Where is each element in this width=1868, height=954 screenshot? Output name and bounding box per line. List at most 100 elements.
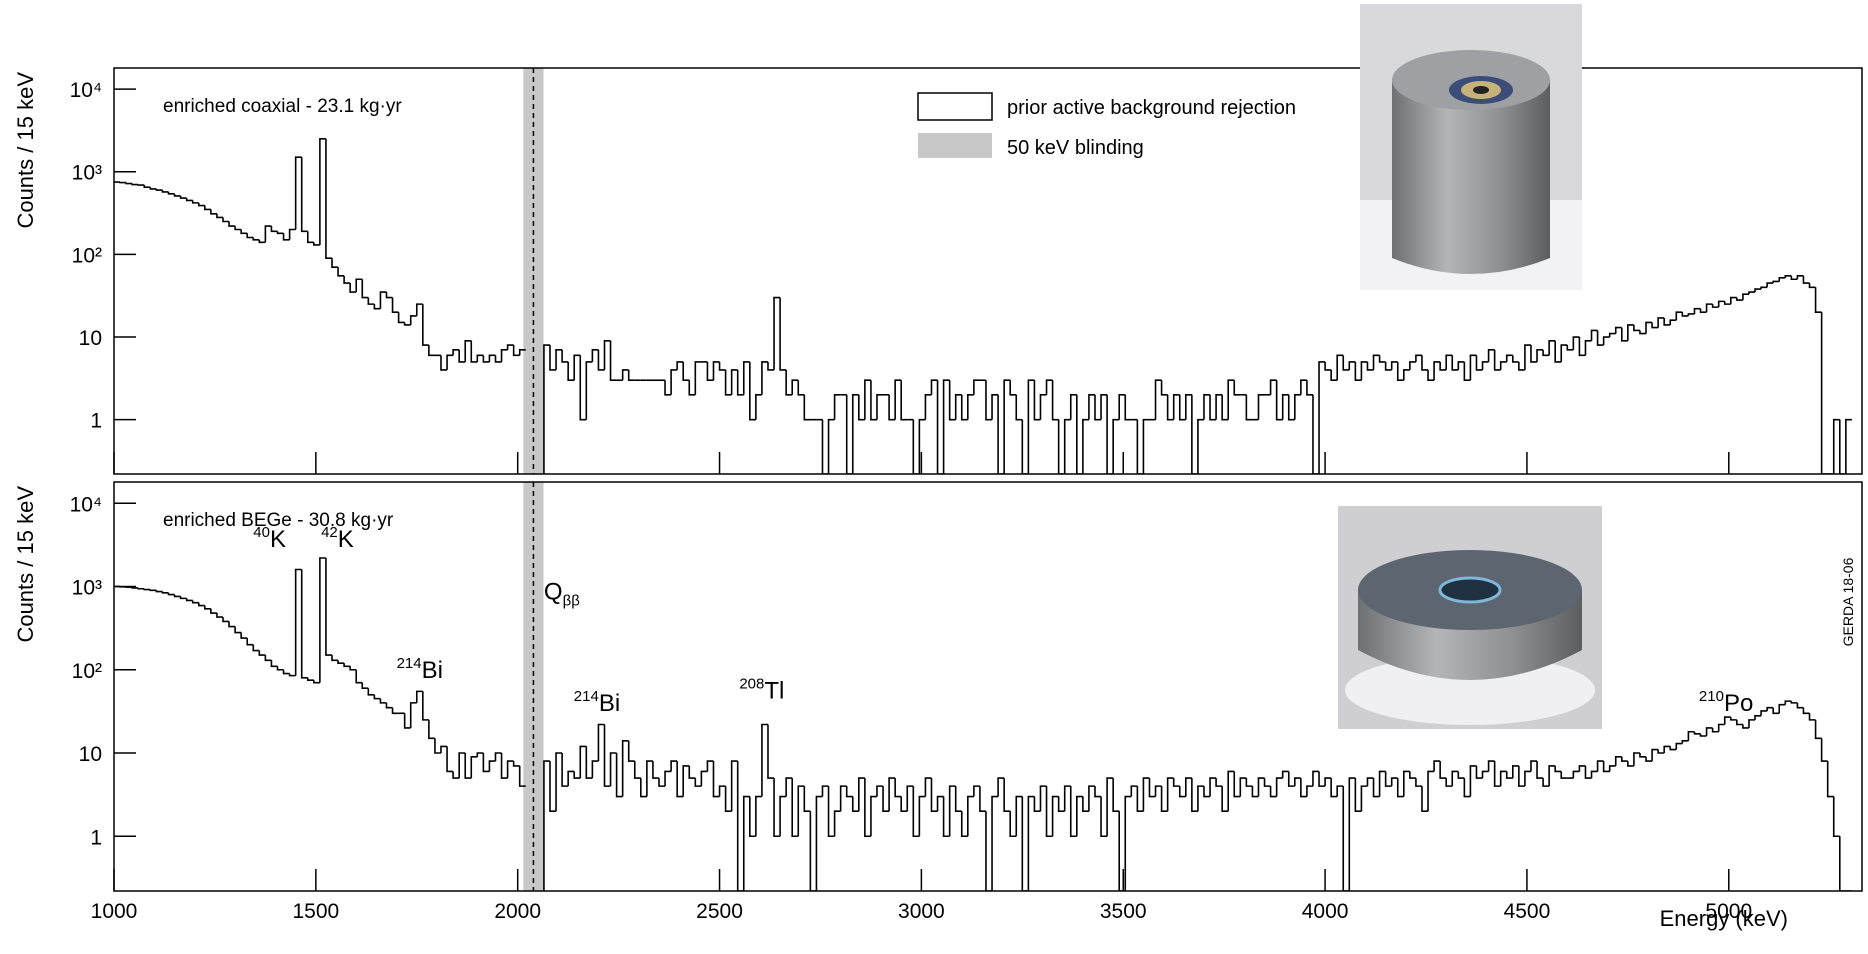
histogram-bin (1670, 320, 1676, 325)
histogram-bin (514, 345, 520, 355)
histogram-bin (847, 395, 853, 474)
histogram-bin (1113, 778, 1119, 811)
histogram-bin (732, 370, 738, 395)
histogram-bin (1616, 757, 1622, 766)
histogram-bin (362, 279, 368, 297)
histogram-bin (187, 198, 193, 200)
histogram-bin (1337, 355, 1343, 380)
histogram-bin (586, 362, 592, 420)
histogram-bin (271, 660, 277, 666)
histogram-bin (423, 304, 429, 345)
histogram-bin (574, 771, 580, 778)
histogram-bin (1658, 750, 1664, 753)
x-tick-label: 2500 (696, 900, 743, 923)
histogram-bin (1222, 786, 1228, 811)
histogram-bin (1392, 778, 1398, 786)
histogram-bin (726, 786, 732, 811)
histogram-bin (1289, 771, 1295, 786)
histogram-bin (919, 797, 925, 837)
histogram-bin (1325, 778, 1331, 786)
histogram-bin (1537, 761, 1543, 778)
histogram-bin (1846, 420, 1852, 474)
histogram-bin (393, 708, 399, 714)
histogram-bin (1749, 292, 1755, 294)
histogram-bin (1198, 420, 1204, 474)
histogram-bin (1519, 362, 1525, 370)
histogram-bin (1295, 395, 1301, 420)
peak-mass: 40 (253, 524, 270, 541)
histogram-bin (780, 797, 786, 837)
histogram-bin (816, 797, 822, 891)
histogram-bin (925, 778, 931, 796)
histogram-bin (1313, 771, 1319, 786)
histogram-bin (1367, 778, 1373, 786)
histogram-bin (974, 786, 980, 796)
histogram-bin (804, 786, 810, 811)
histogram-bin (1192, 395, 1198, 474)
legend-label: prior active background rejection (1007, 97, 1296, 119)
histogram-bin (677, 761, 683, 796)
histogram-bin (1101, 395, 1107, 420)
histogram-bin (1089, 786, 1095, 811)
histogram-bin (405, 713, 411, 728)
histogram-bin (913, 786, 919, 836)
histogram-bin (1767, 283, 1773, 287)
histogram-bin (835, 811, 841, 836)
histogram-bin (1767, 708, 1773, 711)
histogram-bin (502, 350, 508, 362)
histogram-bin (241, 633, 247, 639)
histogram-bin (1174, 395, 1180, 420)
histogram-bin (386, 292, 392, 298)
histogram-bin (338, 267, 344, 276)
peak-element: K (270, 526, 286, 553)
histogram-bin (1234, 380, 1240, 395)
peak-mass: 214 (397, 655, 422, 672)
histogram-bin (1773, 708, 1779, 714)
histogram-bin (1834, 420, 1840, 474)
histogram-bin (1422, 355, 1428, 370)
histogram-bin (901, 797, 907, 812)
histogram-bin (1616, 328, 1622, 334)
histogram-bin (368, 298, 374, 305)
peak-mass: 214 (574, 688, 599, 705)
histogram-bin (1797, 276, 1803, 279)
histogram-bin (411, 703, 417, 728)
histogram-bin (405, 322, 411, 324)
histogram-bin (411, 316, 417, 325)
histogram-bin (1688, 732, 1694, 741)
histogram-bin (1816, 287, 1822, 312)
histogram-bin (1313, 395, 1319, 474)
histogram-bin (1168, 395, 1174, 420)
histogram-bin (1440, 362, 1446, 370)
x-tick-label: 2000 (494, 900, 541, 923)
legend-swatch-blinding (918, 133, 992, 158)
histogram-bin (1271, 380, 1277, 395)
histogram-bin (580, 746, 586, 778)
histogram-bin (1543, 350, 1549, 356)
histogram-bin (1295, 778, 1301, 786)
histogram-bin (1719, 724, 1725, 731)
histogram-bin (1210, 395, 1216, 420)
histogram-bin (362, 683, 368, 689)
histogram-bin (441, 746, 447, 753)
histogram-bin (356, 279, 362, 292)
histogram-bin (193, 200, 199, 202)
histogram-bin (459, 350, 465, 362)
histogram-bin (1694, 309, 1700, 314)
histogram-bin (647, 761, 653, 796)
histogram-bin (1779, 705, 1785, 714)
histogram-bin (1325, 362, 1331, 370)
histogram-bin (841, 786, 847, 811)
q-label: Qββ (544, 578, 580, 609)
peak-element: Bi (422, 657, 443, 684)
histogram-bin (1301, 778, 1307, 796)
histogram-bin (907, 786, 913, 811)
histogram-bin (1719, 301, 1725, 307)
histogram-bin (1567, 345, 1573, 350)
histogram-bin (1410, 771, 1416, 778)
histogram-bin (1404, 771, 1410, 796)
histogram-bin (1513, 355, 1519, 362)
histogram-bin (598, 350, 604, 370)
histogram-bin (750, 797, 756, 837)
histogram-bin (217, 613, 223, 617)
